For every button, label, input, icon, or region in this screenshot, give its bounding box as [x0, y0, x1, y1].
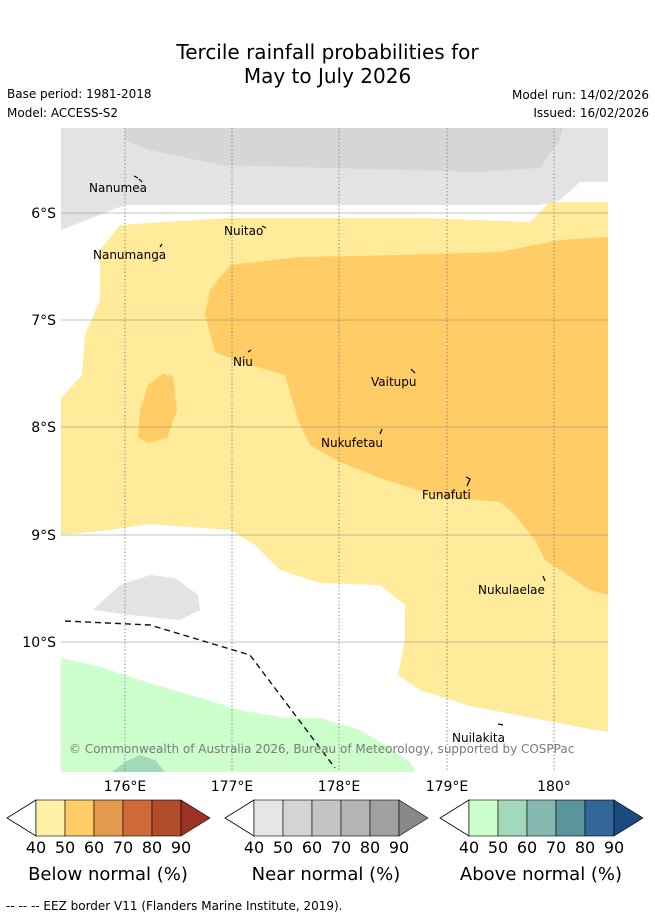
base-period: Base period: 1981-2018: [7, 87, 152, 101]
colorbar-swatch: [468, 799, 499, 837]
colorbar-tick-label: 60: [302, 838, 322, 857]
model-run: Model run: 14/02/2026: [511, 88, 649, 102]
near-normal-50-region-north: [125, 128, 563, 172]
colorbar-swatch: [369, 799, 400, 837]
colorbar-high-arrow: [398, 799, 429, 837]
lon-tick-label: 177°E: [211, 779, 254, 795]
below-normal-50-region-west: [138, 374, 177, 443]
island-shape: [542, 575, 546, 582]
colorbar-swatch: [93, 799, 124, 837]
colorbar-swatch: [555, 799, 586, 837]
island-shape: [159, 243, 163, 248]
colorbar-swatch: [497, 799, 528, 837]
colorbar-tick-label: 50: [273, 838, 293, 857]
place-label-nuilakita: Nuilakita: [452, 731, 505, 745]
colorbar-tick-label: 90: [604, 838, 624, 857]
colorbar-2: 40 50 60 70 80 90 Above normal (%): [439, 799, 644, 885]
colorbar-swatch: [122, 799, 153, 837]
island-shape: [261, 225, 267, 229]
map-title-line2: May to July 2026: [243, 64, 412, 88]
colorbar-swatch: [340, 799, 371, 837]
island-shape: [247, 349, 252, 353]
colorbar-tick-label: 70: [113, 838, 133, 857]
island-shape: [497, 723, 504, 726]
colorbar-low-arrow: [6, 799, 37, 837]
place-label-vaitupu: Vaitupu: [371, 375, 417, 389]
colorbar-swatch: [64, 799, 95, 837]
colorbar-1: 40 50 60 70 80 90 Near normal (%): [224, 799, 429, 885]
above-normal-50-region: [112, 755, 165, 772]
above-normal-40-region: [61, 658, 415, 772]
colorbar-swatch: [282, 799, 313, 837]
colorbar-low-arrow: [224, 799, 255, 837]
below-normal-50-region: [205, 237, 608, 595]
colorbar-swatch: [311, 799, 342, 837]
gridlines: [61, 128, 608, 772]
lon-tick-label: 176°E: [104, 779, 147, 795]
colorbar-swatch: [35, 799, 66, 837]
colorbar-tick-label: 50: [55, 838, 75, 857]
colorbar-low-arrow: [439, 799, 470, 837]
lon-tick-label: 179°E: [426, 779, 469, 795]
map-title-line1: Tercile rainfall probabilities for: [176, 40, 479, 64]
colorbar-tick-label: 80: [575, 838, 595, 857]
copyright-notice: © Commonwealth of Australia 2026, Bureau…: [69, 742, 574, 756]
colorbar-tick-label: 70: [546, 838, 566, 857]
island-shape: [410, 368, 416, 374]
model-name: Model: ACCESS-S2: [7, 106, 119, 120]
colorbar-tick-label: 60: [517, 838, 537, 857]
place-label-nukulaelae: Nukulaelae: [478, 583, 545, 597]
colorbar-tick-label: 70: [331, 838, 351, 857]
colorbar-tick-label: 80: [142, 838, 162, 857]
lat-tick-label: 8°S: [31, 420, 56, 436]
island-shape: [465, 476, 471, 487]
colorbar-0: 40 50 60 70 80 90 Below normal (%): [6, 799, 211, 885]
colorbar-high-arrow: [613, 799, 644, 837]
lat-tick-label: 6°S: [31, 206, 56, 222]
colorbar-tick-label: 40: [459, 838, 479, 857]
colorbar-tick-label: 40: [26, 838, 46, 857]
colorbar-tick-label: 50: [488, 838, 508, 857]
colorbar-high-arrow: [180, 799, 211, 837]
colorbar-tick-label: 90: [389, 838, 409, 857]
eez-footnote: -- -- -- EEZ border V11 (Flanders Marine…: [6, 899, 343, 913]
colorbar-swatch: [151, 799, 182, 837]
place-label-nanumanga: Nanumanga: [93, 248, 166, 262]
colorbar-tick-label: 40: [244, 838, 264, 857]
island-shape: [379, 428, 383, 435]
near-normal-40-region-south: [93, 575, 200, 620]
colorbar-label: Near normal (%): [252, 864, 401, 885]
place-label-niu: Niu: [233, 355, 253, 369]
place-label-nukufetau: Nukufetau: [321, 436, 383, 450]
island-shape: [133, 175, 143, 183]
lon-tick-label: 178°E: [318, 779, 361, 795]
lat-tick-label: 10°S: [22, 635, 56, 651]
place-label-nanumea: Nanumea: [89, 181, 147, 195]
lat-tick-label: 9°S: [31, 528, 56, 544]
place-label-nuitao: Nuitao: [224, 224, 263, 238]
place-label-funafuti: Funafuti: [422, 488, 471, 502]
colorbar-label: Above normal (%): [460, 864, 622, 885]
lon-tick-label: 180°: [537, 779, 571, 795]
colorbar-tick-label: 80: [360, 838, 380, 857]
island-markers: [133, 175, 546, 726]
colorbar-tick-label: 90: [171, 838, 191, 857]
lat-tick-label: 7°S: [31, 313, 56, 329]
colorbar-swatch: [526, 799, 557, 837]
colorbar-tick-label: 60: [84, 838, 104, 857]
issued-date: Issued: 16/02/2026: [533, 106, 649, 120]
colorbar-swatch: [253, 799, 284, 837]
colorbar-swatch: [584, 799, 615, 837]
colorbar-label: Below normal (%): [28, 864, 188, 885]
